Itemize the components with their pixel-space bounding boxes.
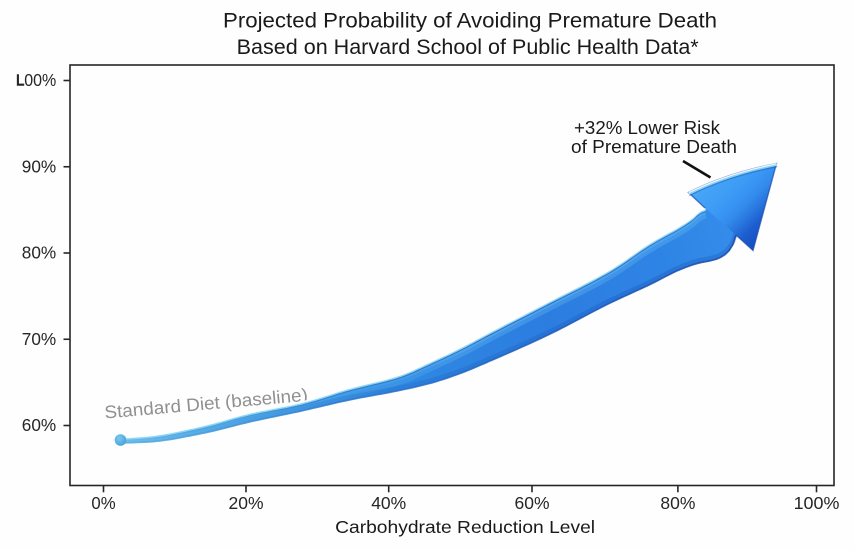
svg-text:70%: 70% [22,329,56,349]
svg-text:80%: 80% [660,493,695,513]
svg-text:90%: 90% [22,156,56,176]
svg-text:Based on Harvard School of Pub: Based on Harvard School of Public Health… [237,35,700,59]
svg-text:0%: 0% [91,493,115,513]
svg-text:80%: 80% [22,243,56,263]
svg-text:Projected Probability of Avoid: Projected Probability of Avoiding Premat… [223,9,717,33]
svg-text:40%: 40% [371,493,406,513]
svg-text:Carbohydrate Reduction Level: Carbohydrate Reduction Level [335,517,595,537]
svg-text:60%: 60% [515,493,550,513]
svg-text:of Premature Death: of Premature Death [571,137,737,157]
svg-text:100%: 100% [794,493,840,513]
svg-text:20%: 20% [229,493,264,513]
svg-text:60%: 60% [22,415,56,435]
svg-text:00%: 00% [24,70,56,90]
svg-text:+32% Lower Risk: +32% Lower Risk [574,118,721,138]
